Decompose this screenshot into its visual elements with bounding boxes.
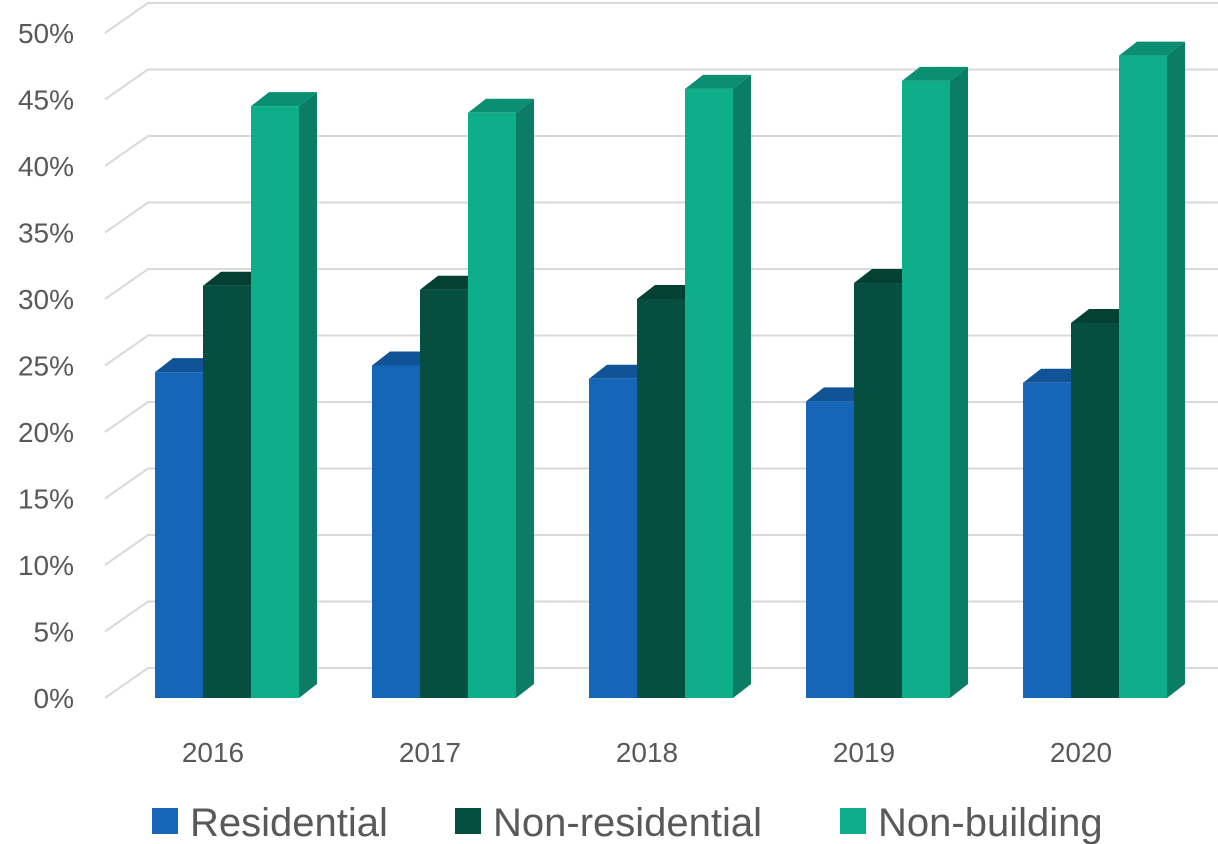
bar-front-face <box>1023 382 1071 698</box>
x-category-label: 2020 <box>1050 737 1112 768</box>
bar-front-face <box>1119 55 1167 699</box>
y-tick-label: 15% <box>18 484 74 515</box>
legend-item-non-residential: Non-residential <box>455 801 762 844</box>
bar-top-face <box>468 98 534 113</box>
x-category-label: 2018 <box>616 737 678 768</box>
bar-front-face <box>420 289 468 698</box>
legend-item-residential: Residential <box>152 801 388 844</box>
bar-front-face <box>203 285 251 698</box>
x-category-label: 2016 <box>182 737 244 768</box>
x-axis-category-labels: 2016 2017 2018 2019 2020 <box>182 737 1112 768</box>
bar-front-face <box>902 80 950 698</box>
y-tick-label: 40% <box>18 151 74 182</box>
legend-label: Non-residential <box>493 801 762 844</box>
bar-side-face <box>1167 41 1185 699</box>
bar-front-face <box>685 88 733 699</box>
y-axis-tick-labels: 0% 5% 10% 15% 20% 25% 30% 35% 40% 45% 50% <box>18 18 74 714</box>
gridlines <box>104 2 1218 699</box>
bar-front-face <box>155 372 203 698</box>
bar-side-face <box>733 74 751 699</box>
bar-non-building-2020 <box>1119 41 1185 699</box>
bar-top-face <box>902 66 968 81</box>
legend-swatch <box>840 808 866 834</box>
bar-front-face <box>806 401 854 698</box>
gridline <box>104 135 1218 167</box>
gridline <box>104 68 1218 101</box>
bar-side-face <box>950 66 968 698</box>
legend-label: Residential <box>190 801 388 844</box>
bar-side-face <box>299 92 317 698</box>
bar-front-face <box>251 106 299 698</box>
gridline <box>104 268 1218 300</box>
bar-non-building-2019 <box>902 66 968 698</box>
bar-front-face <box>1071 322 1119 698</box>
legend-label: Non-building <box>878 801 1103 844</box>
x-category-label: 2017 <box>399 737 461 768</box>
bars <box>155 41 1185 699</box>
y-tick-label: 30% <box>18 284 74 315</box>
bar-front-face <box>854 283 902 698</box>
y-tick-label: 25% <box>18 351 74 382</box>
y-tick-label: 50% <box>18 18 74 49</box>
legend-swatch <box>152 808 178 834</box>
bar-front-face <box>637 299 685 698</box>
bar-front-face <box>589 378 637 698</box>
bar-top-face <box>251 92 317 107</box>
bar-top-face <box>685 74 751 89</box>
y-tick-label: 20% <box>18 417 74 448</box>
bar-side-face <box>516 98 534 699</box>
gridline <box>104 201 1218 234</box>
x-category-label: 2019 <box>833 737 895 768</box>
y-tick-label: 35% <box>18 218 74 249</box>
y-tick-label: 5% <box>34 617 74 648</box>
bar-front-face <box>468 112 516 699</box>
bar-front-face <box>372 365 420 698</box>
legend-swatch <box>455 808 481 834</box>
gridline <box>104 2 1218 34</box>
bar-non-building-2016 <box>251 92 317 698</box>
y-tick-label: 0% <box>34 683 74 714</box>
bar-non-building-2017 <box>468 98 534 699</box>
y-tick-label: 45% <box>18 85 74 116</box>
bar-non-building-2018 <box>685 74 751 699</box>
y-tick-label: 10% <box>18 550 74 581</box>
legend-item-non-building: Non-building <box>840 801 1103 844</box>
bar-top-face <box>1119 41 1185 56</box>
legend: Residential Non-residential Non-building <box>152 801 1103 844</box>
bar-non-residential-2020 <box>1071 308 1137 698</box>
